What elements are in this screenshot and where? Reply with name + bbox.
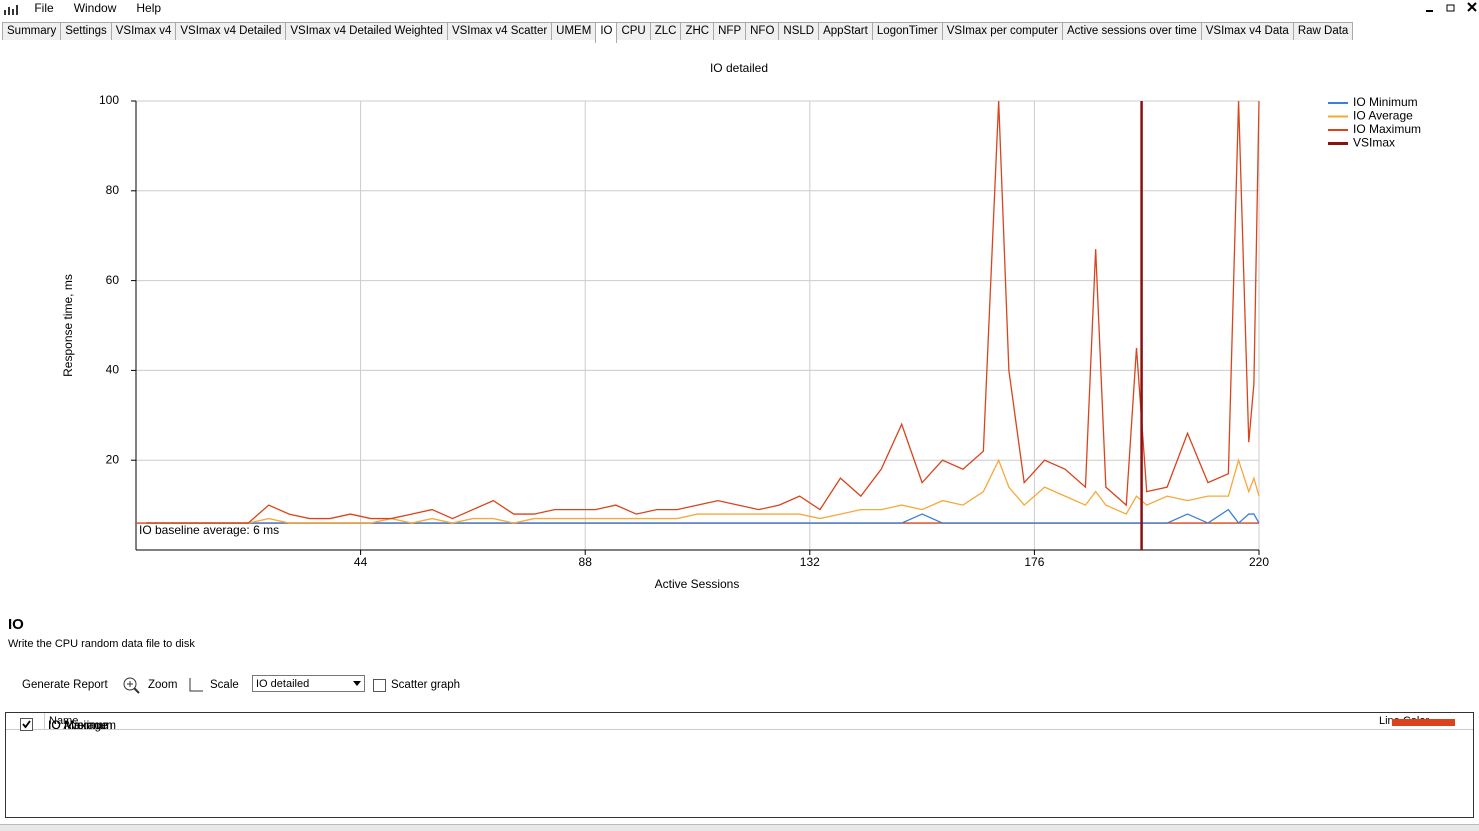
tab[interactable]: Active sessions over time (1061, 22, 1202, 40)
panel-description: Write the CPU random data file to disk (8, 638, 195, 650)
menu-item[interactable]: Help (136, 1, 162, 15)
chart-dropdown[interactable]: IO detailed (252, 675, 365, 692)
zoom-icon (123, 677, 140, 694)
legend-label: IO Maximum (1353, 122, 1421, 136)
x-tick-label: 88 (579, 555, 593, 569)
app-icon (4, 5, 18, 15)
legend-label: IO Average (1353, 109, 1413, 123)
window-controls (1426, 2, 1477, 12)
tab[interactable]: Raw Data (1292, 22, 1354, 40)
tab[interactable]: IO (595, 22, 618, 43)
x-tick-label: 220 (1249, 555, 1269, 569)
legend-label: IO Minimum (1353, 95, 1418, 109)
dropdown-value: IO detailed (256, 678, 310, 690)
tab[interactable]: CPU (616, 22, 651, 40)
chart-title: IO detailed (710, 61, 768, 75)
chart: IO detailed Active Sessions Response time,… (61, 61, 1421, 591)
status-bar (0, 824, 1479, 831)
zoom-button[interactable]: Zoom (148, 679, 178, 691)
tab[interactable]: VSImax per computer (941, 22, 1063, 40)
y-tick-label: 60 (106, 273, 120, 287)
x-tick-label: 44 (354, 555, 368, 569)
generate-report-button[interactable]: Generate Report (22, 679, 108, 691)
tab[interactable]: UMEM (551, 22, 597, 40)
baseline-label: IO baseline average: 6 ms (139, 523, 279, 537)
scale-icon (189, 678, 203, 692)
y-tick-label: 40 (106, 363, 120, 377)
scatter-checkbox[interactable] (373, 679, 386, 692)
tab[interactable]: VSImax v4 Data (1200, 22, 1294, 40)
tab[interactable]: NFP (713, 22, 747, 40)
scatter-label: Scatter graph (391, 679, 461, 691)
x-tick-label: 176 (1024, 555, 1044, 569)
row-checkbox[interactable] (20, 718, 33, 731)
row-name: IO Average (48, 718, 108, 732)
menu-bar: File Window Help (0, 0, 1479, 18)
tab[interactable]: VSImax v4 Detailed (175, 22, 287, 40)
tab-strip: Summary Settings VSImax v4 VSImax v4 Detail… (2, 22, 1354, 43)
tab[interactable]: AppStart (818, 22, 873, 40)
series-line (146, 100, 1260, 524)
series-line (146, 508, 1260, 525)
row-name: IO Minimum (48, 718, 113, 732)
row-name: IO Maximum (48, 718, 117, 732)
y-tick-label: 20 (106, 452, 120, 466)
tab[interactable]: Settings (60, 22, 112, 40)
scale-button[interactable]: Scale (210, 679, 239, 691)
close[interactable] (1467, 2, 1477, 12)
tab[interactable]: ZLC (649, 22, 682, 40)
table-header: Name Line Color (6, 713, 1473, 730)
tab[interactable]: VSImax v4 Scatter (446, 22, 553, 40)
y-axis-title: Response time, ms (61, 274, 75, 377)
series-line (146, 457, 1260, 524)
x-axis-title: Active Sessions (655, 577, 740, 591)
menu-item[interactable]: Window (73, 1, 117, 15)
panel-title: IO (8, 616, 24, 633)
y-tick-label: 80 (106, 183, 120, 197)
legend-label: VSImax (1353, 136, 1395, 150)
row-color (1392, 719, 1455, 726)
tab[interactable]: LogonTimer (871, 22, 943, 40)
tab[interactable]: VSImax v4 Detailed Weighted (285, 22, 448, 40)
menu-item[interactable]: File (34, 1, 54, 15)
restore[interactable] (1446, 4, 1455, 12)
tab[interactable]: VSImax v4 (110, 22, 177, 40)
header-name: Name (49, 715, 79, 727)
dropdown-arrow (353, 681, 361, 686)
x-tick-label: 132 (800, 555, 820, 569)
tab[interactable]: ZHC (680, 22, 715, 40)
tab[interactable]: Summary (2, 22, 62, 40)
tab[interactable]: NFO (745, 22, 780, 40)
y-tick-label: 100 (99, 93, 119, 107)
tab[interactable]: NSLD (778, 22, 820, 40)
